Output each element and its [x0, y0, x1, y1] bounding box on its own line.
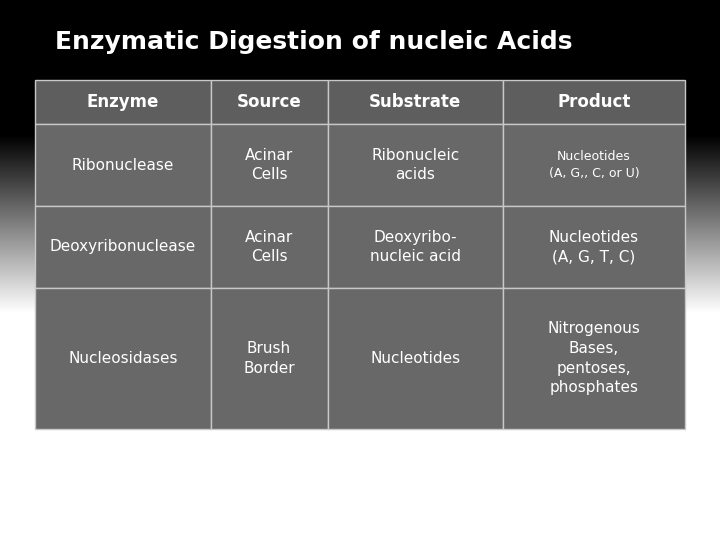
Bar: [35, 206, 210, 288]
Text: Nitrogenous
Bases,
pentoses,
phosphates: Nitrogenous Bases, pentoses, phosphates: [548, 321, 640, 395]
Bar: [503, 288, 685, 429]
Bar: [503, 206, 685, 288]
Text: Brush
Border: Brush Border: [243, 341, 294, 376]
Text: Enzymatic Digestion of nucleic Acids: Enzymatic Digestion of nucleic Acids: [55, 30, 572, 54]
Text: Ribonuclease: Ribonuclease: [71, 158, 174, 173]
Text: Substrate: Substrate: [369, 93, 462, 111]
Bar: [210, 80, 328, 124]
Bar: [328, 80, 503, 124]
Text: Nucleotides: Nucleotides: [370, 351, 460, 366]
Bar: [210, 206, 328, 288]
Bar: [503, 124, 685, 206]
Text: Product: Product: [557, 93, 631, 111]
Text: Enzyme: Enzyme: [86, 93, 159, 111]
Bar: [35, 80, 210, 124]
Text: Deoxyribonuclease: Deoxyribonuclease: [50, 239, 196, 254]
Text: Source: Source: [237, 93, 302, 111]
Bar: [503, 80, 685, 124]
Bar: [328, 206, 503, 288]
Bar: [328, 288, 503, 429]
Text: Acinar
Cells: Acinar Cells: [245, 230, 293, 265]
Text: Nucleosidases: Nucleosidases: [68, 351, 178, 366]
Text: Acinar
Cells: Acinar Cells: [245, 147, 293, 183]
Bar: [328, 124, 503, 206]
Text: Nucleotides
(A, G,, C, or U): Nucleotides (A, G,, C, or U): [549, 150, 639, 180]
Bar: [35, 288, 210, 429]
Bar: [210, 124, 328, 206]
Text: Deoxyribo-
nucleic acid: Deoxyribo- nucleic acid: [370, 230, 461, 265]
Bar: [35, 124, 210, 206]
Bar: [210, 288, 328, 429]
Text: Nucleotides
(A, G, T, C): Nucleotides (A, G, T, C): [549, 230, 639, 265]
Text: Ribonucleic
acids: Ribonucleic acids: [371, 147, 459, 183]
